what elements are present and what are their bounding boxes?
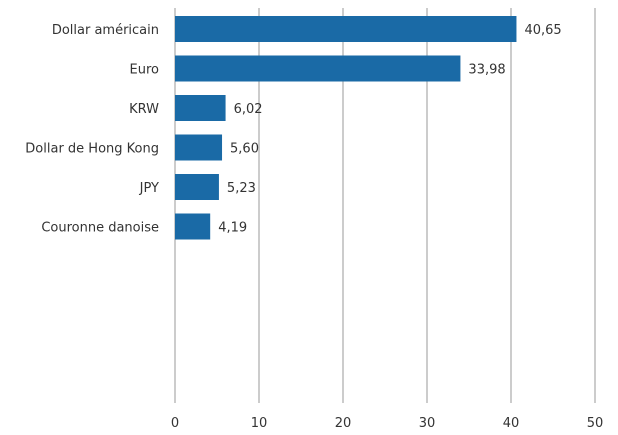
data-label: 5,23 (227, 181, 256, 196)
x-tick-label: 30 (419, 416, 436, 431)
bar-5 (175, 213, 211, 240)
bar-2 (175, 95, 226, 121)
x-tick-label: 40 (503, 416, 520, 431)
x-tick-label: 0 (171, 416, 179, 431)
bars-group (175, 16, 517, 240)
x-tick-label: 10 (251, 416, 268, 431)
bar-0 (175, 16, 517, 42)
x-tick-labels: 0 10 20 30 40 50 (171, 416, 603, 431)
category-label: Dollar de Hong Kong (25, 142, 159, 157)
category-label: KRW (129, 102, 159, 117)
bar-3 (175, 134, 223, 161)
category-labels: Dollar américain Euro KRW Dollar de Hong Ko… (25, 23, 159, 236)
bar-4 (175, 174, 219, 200)
data-label: 40,65 (524, 23, 561, 38)
category-label: JPY (139, 181, 159, 196)
data-label: 33,98 (468, 63, 505, 78)
data-label: 4,19 (218, 221, 247, 236)
x-tick-label: 20 (335, 416, 352, 431)
x-tick-label: 50 (587, 416, 604, 431)
data-label: 6,02 (234, 102, 263, 117)
data-label: 5,60 (230, 142, 259, 157)
category-label: Couronne danoise (41, 221, 159, 236)
bar-1 (175, 55, 461, 82)
data-labels: 40,65 33,98 6,02 5,60 5,23 4,19 (218, 23, 561, 236)
category-label: Dollar américain (52, 23, 159, 38)
category-label: Euro (130, 63, 160, 78)
